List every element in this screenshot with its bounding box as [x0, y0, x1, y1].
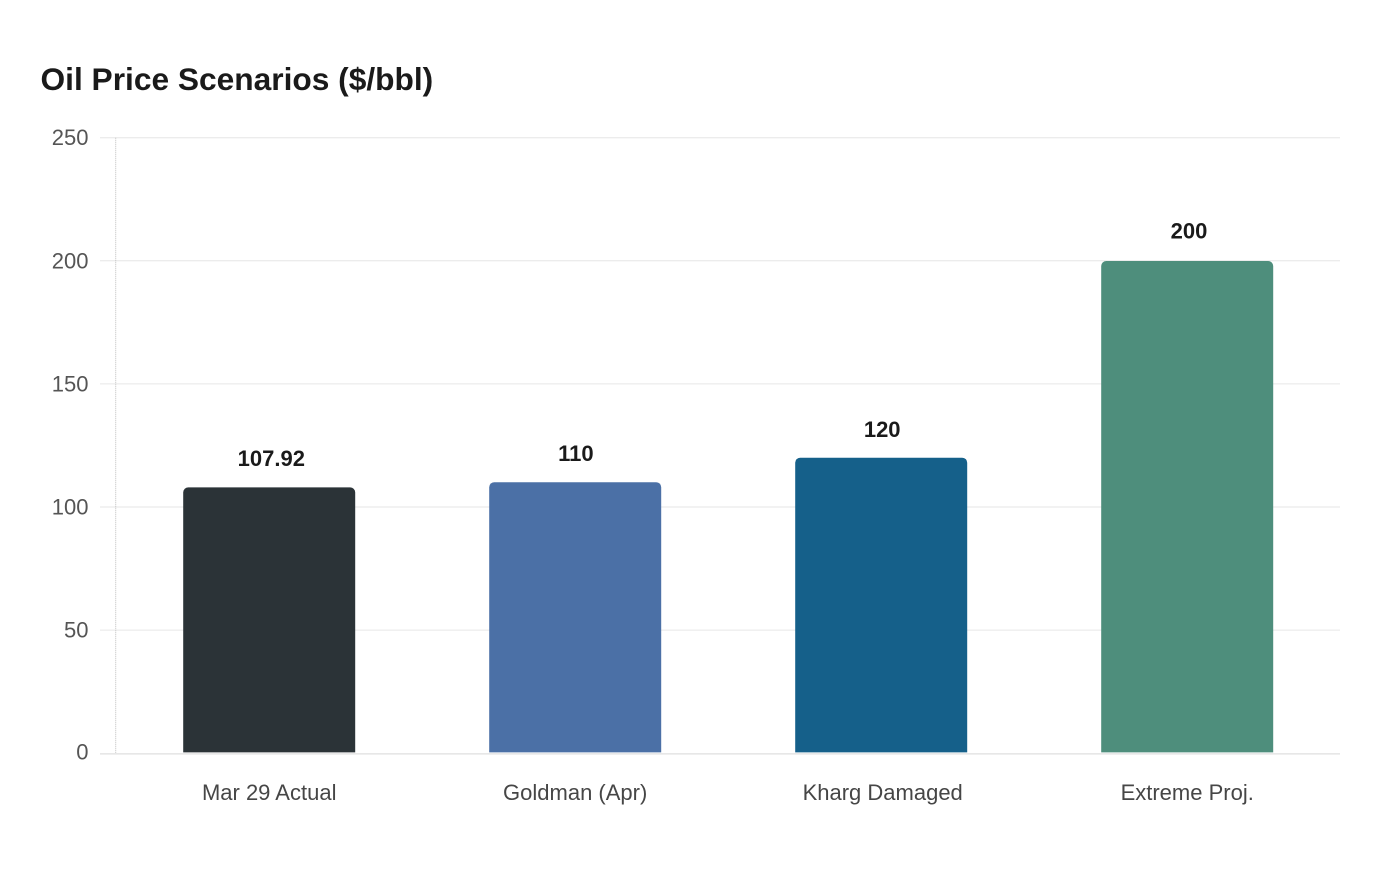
svg-text:Goldman (Apr): Goldman (Apr) [503, 780, 647, 805]
svg-text:110: 110 [558, 441, 594, 466]
svg-text:50: 50 [64, 618, 88, 643]
svg-text:200: 200 [52, 248, 89, 273]
svg-text:120: 120 [864, 417, 901, 442]
svg-text:Kharg Damaged: Kharg Damaged [803, 780, 963, 805]
svg-text:250: 250 [52, 125, 89, 150]
svg-text:100: 100 [52, 495, 89, 520]
svg-text:107.92: 107.92 [238, 446, 305, 471]
svg-text:150: 150 [52, 371, 89, 396]
svg-text:0: 0 [76, 740, 88, 765]
svg-text:Mar 29 Actual: Mar 29 Actual [202, 780, 337, 805]
svg-text:200: 200 [1171, 219, 1208, 244]
svg-text:Oil Price Scenarios ($/bbl): Oil Price Scenarios ($/bbl) [41, 61, 434, 97]
svg-text:Extreme Proj.: Extreme Proj. [1121, 780, 1254, 805]
